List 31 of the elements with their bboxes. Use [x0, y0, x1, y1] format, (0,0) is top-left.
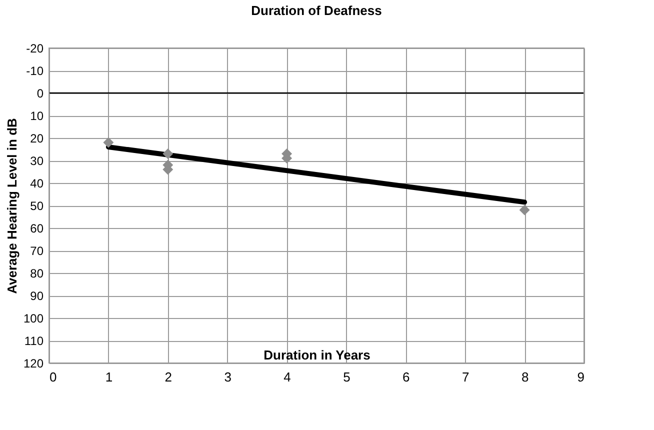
point — [162, 148, 174, 159]
y-tick-label: 0 — [36, 86, 44, 100]
x-tick-label: 6 — [402, 370, 410, 384]
y-tick-label: 90 — [30, 289, 44, 303]
x-tick-label: 8 — [521, 370, 529, 384]
y-tick-label: 20 — [30, 132, 44, 146]
x-tick-label: 9 — [577, 370, 584, 384]
y-tick-label: 40 — [30, 176, 44, 190]
chart-title: Duration of Deafness — [251, 3, 382, 18]
x-axis-title: Duration in Years — [264, 348, 370, 362]
y-tick-label: -10 — [26, 64, 44, 78]
y-tick-label: 80 — [30, 266, 44, 280]
y-tick-label: 60 — [30, 222, 44, 236]
x-tick-label: 7 — [462, 370, 470, 384]
x-tick-label: 1 — [105, 370, 113, 384]
point — [519, 204, 530, 216]
x-tick-label: 4 — [284, 370, 291, 384]
y-tick-label: -20 — [26, 42, 44, 56]
x-tick-label: 2 — [164, 370, 172, 384]
y-tick-label: 70 — [30, 244, 44, 258]
point — [103, 137, 114, 148]
y-tick-label: 50 — [30, 199, 44, 213]
y-tick-label: 120 — [23, 356, 44, 370]
y-tick-label: 10 — [30, 109, 44, 123]
x-tick-label: 0 — [50, 370, 57, 384]
x-tick-label: 5 — [343, 370, 350, 384]
y-tick-label: 110 — [24, 334, 44, 348]
y-tick-label: 100 — [23, 312, 44, 326]
y-tick-label: 30 — [30, 154, 44, 168]
x-tick-label: 3 — [224, 370, 232, 384]
y-axis-title: Average Hearing Level in dB — [4, 118, 20, 294]
